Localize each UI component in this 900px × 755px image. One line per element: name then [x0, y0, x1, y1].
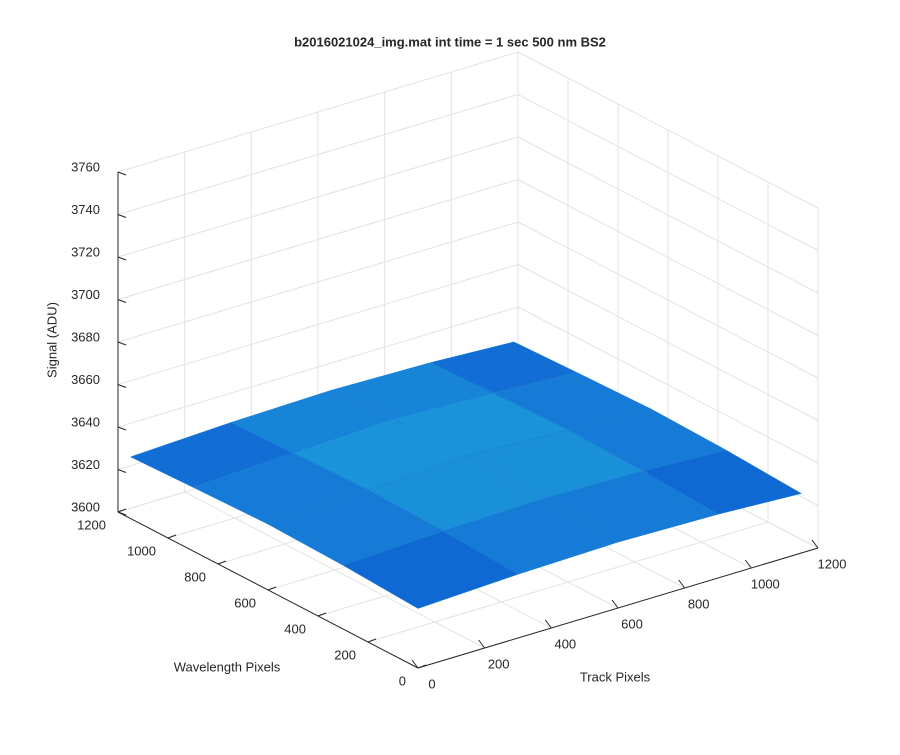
x-tick	[544, 619, 552, 629]
y-tick	[367, 638, 377, 643]
z-tick	[117, 171, 127, 176]
y-tick-label: 600	[234, 595, 256, 610]
z-tick	[117, 384, 127, 388]
z-tick	[117, 511, 127, 516]
y-tick-label: 0	[399, 673, 406, 688]
grid-line	[117, 264, 519, 385]
z-tick-label: 3740	[71, 202, 100, 217]
z-tick-label: 3620	[71, 457, 100, 472]
x-tick-label: 200	[488, 656, 510, 671]
grid-line	[117, 221, 519, 343]
x-tick	[678, 579, 686, 589]
chart-title: b2016021024_img.mat int time = 1 sec 500…	[294, 34, 606, 49]
y-tick	[317, 612, 327, 617]
z-tick-label: 3640	[71, 414, 100, 429]
grid-line	[517, 51, 819, 209]
z-tick	[117, 256, 127, 261]
x-tick-label: 0	[428, 676, 435, 691]
y-tick-label: 1200	[77, 517, 106, 532]
grid-line	[117, 136, 519, 258]
y-tick-label: 200	[334, 647, 356, 662]
y-tick	[417, 664, 427, 669]
y-tick-label: 1000	[127, 543, 156, 558]
grid-line	[367, 521, 769, 643]
grid-line	[117, 179, 519, 300]
z-tick	[117, 426, 127, 431]
z-tick	[117, 299, 127, 303]
y-tick-label: 400	[284, 621, 306, 636]
z-tick	[117, 469, 127, 473]
z-tick-label: 3720	[71, 244, 100, 259]
x-tick-label: 600	[621, 616, 643, 631]
grid-line	[517, 94, 819, 251]
surface-patch	[342, 530, 519, 609]
x-tick-label: 1000	[751, 576, 780, 591]
z-tick-label: 3680	[71, 329, 100, 344]
x-tick-label: 400	[554, 636, 576, 651]
y-tick	[217, 560, 227, 565]
x-tick	[744, 559, 752, 569]
x-tick	[811, 539, 819, 549]
x-tick	[411, 659, 419, 669]
x-tick-label: 800	[688, 596, 710, 611]
grid-line	[117, 306, 519, 428]
x-tick-label: 1200	[818, 556, 847, 571]
grid-line	[117, 51, 519, 173]
x-tick	[478, 639, 486, 649]
y-axis-label: Wavelength Pixels	[174, 659, 281, 674]
grid-line	[517, 136, 819, 294]
z-tick-label: 3700	[71, 287, 100, 302]
x-axis-label: Track Pixels	[580, 669, 651, 684]
grid-line	[517, 306, 819, 464]
grid-line	[517, 264, 819, 421]
y-tick-label: 800	[184, 569, 206, 584]
grid-line	[517, 179, 819, 336]
grid-line	[117, 94, 519, 215]
z-tick-label: 3660	[71, 372, 100, 387]
y-tick	[167, 534, 177, 539]
y-tick	[267, 586, 277, 591]
z-axis-label: Signal (ADU)	[44, 302, 59, 378]
grid-line	[517, 221, 819, 379]
y-tick	[117, 508, 127, 513]
z-tick	[117, 341, 127, 346]
x-tick	[611, 599, 619, 609]
z-tick-label: 3760	[71, 159, 100, 174]
z-tick-label: 3600	[71, 499, 100, 514]
z-tick	[117, 214, 127, 218]
